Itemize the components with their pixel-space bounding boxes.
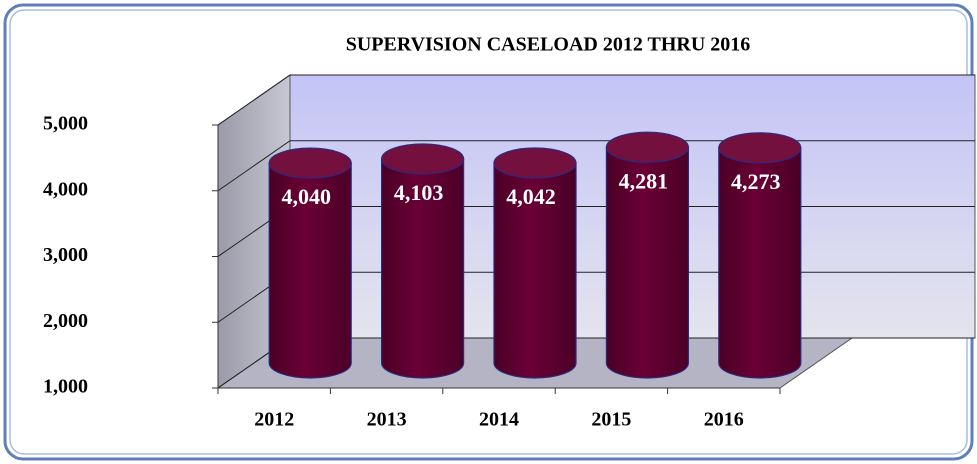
bar-top (268, 147, 352, 179)
bar-top (605, 131, 690, 163)
bar (493, 162, 577, 379)
x-tick-label: 2015 (591, 409, 631, 431)
x-tick-label: 2012 (254, 409, 294, 431)
grid-line (217, 74, 291, 126)
y-tick-label: 5,000 (43, 113, 88, 135)
bar-top (718, 132, 802, 164)
y-tick-label: 1,000 (43, 376, 88, 398)
x-tick-label: 2016 (704, 409, 744, 431)
bar (381, 158, 465, 379)
x-tick-label: 2014 (479, 409, 519, 431)
bar (268, 162, 352, 379)
grid-line (217, 140, 291, 192)
chart-title: SUPERVISION CASELOAD 2012 THRU 2016 (346, 34, 751, 56)
bar (718, 147, 802, 379)
value-label: 4,040 (281, 184, 331, 209)
bar-top (381, 143, 465, 175)
y-tick-label: 3,000 (43, 244, 88, 266)
x-tick-label: 2013 (367, 409, 407, 431)
bar (605, 146, 689, 379)
value-label: 4,103 (394, 180, 444, 205)
y-tick-label: 4,000 (43, 178, 88, 200)
value-label: 4,042 (506, 184, 556, 209)
y-tick-label: 2,000 (43, 310, 88, 332)
bar-top (493, 147, 577, 179)
value-label: 4,273 (731, 169, 781, 194)
value-label: 4,281 (619, 168, 669, 193)
